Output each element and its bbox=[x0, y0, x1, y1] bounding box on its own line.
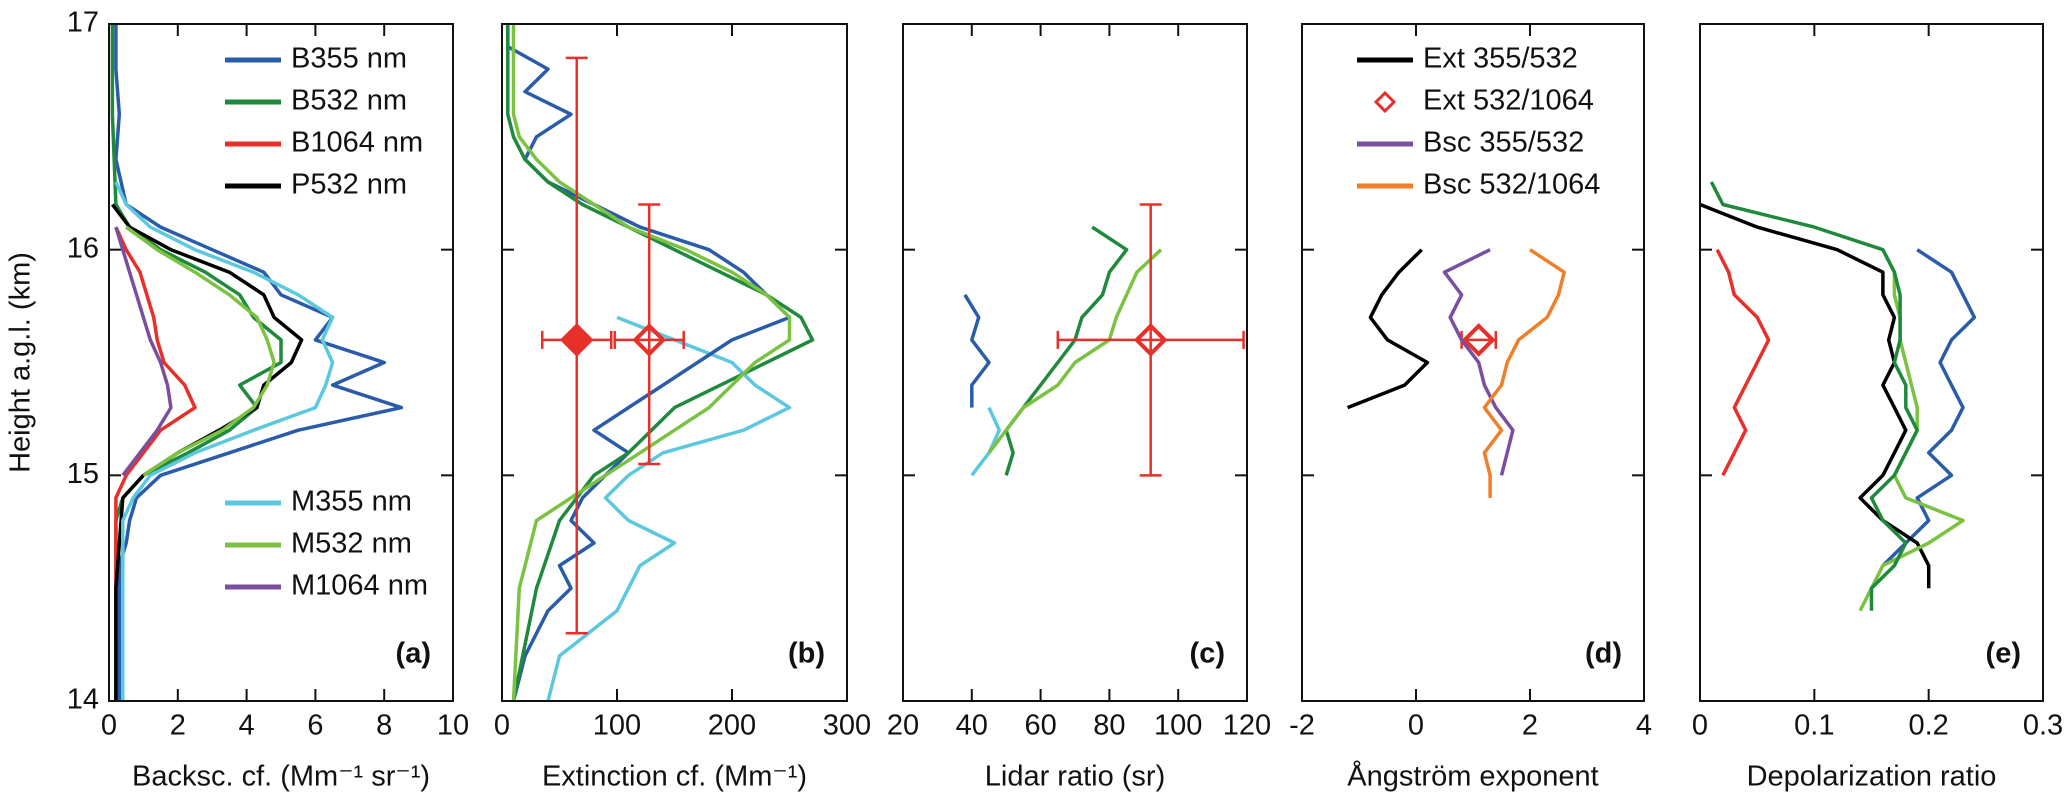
legend-label: M1064 nm bbox=[291, 570, 428, 602]
x-tick-label: 200 bbox=[708, 710, 756, 742]
profile-line bbox=[511, 24, 792, 702]
x-tick-label: 0.2 bbox=[1909, 710, 1949, 742]
x-tick-label: 60 bbox=[1024, 710, 1056, 742]
profile-line bbox=[111, 203, 304, 701]
profile-line bbox=[114, 226, 173, 477]
profile-line bbox=[1715, 248, 1771, 477]
x-tick-label: 10 bbox=[437, 710, 469, 742]
y-tick-label: 16 bbox=[67, 232, 99, 264]
x-tick-label: 20 bbox=[887, 710, 919, 742]
x-tick-label: 0 bbox=[1408, 710, 1424, 742]
x-tick-label: 0 bbox=[494, 710, 510, 742]
profile-line bbox=[987, 248, 1163, 454]
legend-label: Bsc 355/532 bbox=[1423, 127, 1584, 159]
y-axis-label: Height a.g.l. (km) bbox=[5, 252, 37, 473]
x-tick-label: 0 bbox=[101, 710, 117, 742]
plot-frame bbox=[902, 23, 1248, 702]
legend-label: B532 nm bbox=[291, 85, 407, 117]
x-tick-label: 2 bbox=[1522, 710, 1538, 742]
profile-line bbox=[114, 181, 335, 701]
x-axis-label: Depolarization ratio bbox=[1747, 761, 1997, 793]
panel-label: (c) bbox=[1190, 638, 1225, 670]
profile-line bbox=[1858, 248, 1965, 612]
legend-label: Ext 355/532 bbox=[1423, 43, 1578, 75]
plot-frame bbox=[501, 23, 848, 702]
profile-line bbox=[1881, 248, 1977, 567]
panel: 0 0.1 0.2 0.3 (e) Depolarization ratio bbox=[1692, 23, 2063, 793]
x-tick-label: 8 bbox=[376, 710, 392, 742]
profile-line bbox=[546, 315, 792, 702]
plot-frame bbox=[1699, 23, 2044, 702]
profile-line bbox=[963, 293, 991, 408]
x-tick-label: 40 bbox=[956, 710, 988, 742]
legend-label: M355 nm bbox=[291, 486, 412, 518]
x-tick-label: 80 bbox=[1093, 710, 1125, 742]
x-tick-label: -2 bbox=[1289, 710, 1315, 742]
profile-line bbox=[1709, 181, 1919, 611]
legend-label: B355 nm bbox=[291, 43, 407, 75]
marker bbox=[1461, 323, 1496, 357]
panel: 0 100 200 300 (b) Extinction cf. (Mm⁻¹) bbox=[494, 23, 871, 793]
profile-line bbox=[1004, 225, 1129, 476]
x-tick-label: 0.1 bbox=[1794, 710, 1834, 742]
x-tick-label: 100 bbox=[593, 710, 641, 742]
profile-line bbox=[506, 24, 815, 702]
panel-label: (a) bbox=[396, 638, 431, 670]
y-tick-label: 15 bbox=[67, 458, 99, 490]
legend-label: Bsc 532/1064 bbox=[1423, 169, 1600, 201]
x-tick-label: 2 bbox=[170, 710, 186, 742]
profile-line bbox=[125, 225, 276, 477]
x-tick-label: 300 bbox=[823, 710, 871, 742]
y-tick-label: 17 bbox=[67, 7, 99, 39]
panel-label: (b) bbox=[788, 638, 825, 670]
plot-frame bbox=[108, 23, 454, 702]
x-axis-label: Backsc. cf. (Mm⁻¹ sr⁻¹) bbox=[132, 761, 430, 793]
marker bbox=[1133, 323, 1168, 357]
y-tick-label: 14 bbox=[67, 684, 99, 716]
error-bar bbox=[1139, 203, 1162, 477]
panel-label: (e) bbox=[1986, 638, 2021, 670]
x-tick-label: 100 bbox=[1154, 710, 1202, 742]
profile-line bbox=[1442, 248, 1515, 476]
profile-line bbox=[110, 24, 283, 701]
error-bar bbox=[638, 203, 661, 466]
panel: 20 40 60 80 100 120 (c) Lidar ratio (sr) bbox=[887, 23, 1271, 793]
x-tick-label: 0.3 bbox=[2023, 710, 2063, 742]
legend-label: P532 nm bbox=[291, 169, 407, 201]
panel-label: (d) bbox=[1585, 638, 1622, 670]
x-axis-label: Ångström exponent bbox=[1347, 760, 1598, 793]
x-tick-label: 4 bbox=[1636, 710, 1652, 742]
x-axis-label: Extinction cf. (Mm⁻¹) bbox=[542, 761, 807, 793]
legend-label: Ext 532/1064 bbox=[1423, 85, 1594, 117]
x-tick-label: 6 bbox=[307, 710, 323, 742]
x-tick-label: 120 bbox=[1223, 710, 1271, 742]
legend-label: B1064 nm bbox=[291, 127, 423, 159]
plot-frame bbox=[1301, 23, 1645, 702]
profile-line bbox=[970, 406, 1002, 477]
x-axis-label: Lidar ratio (sr) bbox=[985, 761, 1166, 793]
profile-line bbox=[114, 226, 197, 634]
profile-line bbox=[1482, 248, 1566, 498]
marker bbox=[559, 323, 594, 357]
profile-line bbox=[1346, 248, 1430, 410]
legend-label: M532 nm bbox=[291, 528, 412, 560]
x-tick-label: 4 bbox=[239, 710, 255, 742]
panel: 0 2 4 6 8 10 14 15 16 17 B355 nm B532 nm B1064 nm P53… bbox=[5, 7, 469, 793]
panel: -2 0 2 4 Ext 355/532 Ext 532/1064 Bsc 355/532 B… bbox=[1289, 23, 1652, 793]
x-tick-label: 0 bbox=[1692, 710, 1708, 742]
marker bbox=[632, 323, 667, 357]
profile-line bbox=[506, 24, 792, 702]
legend-marker bbox=[1373, 90, 1397, 114]
